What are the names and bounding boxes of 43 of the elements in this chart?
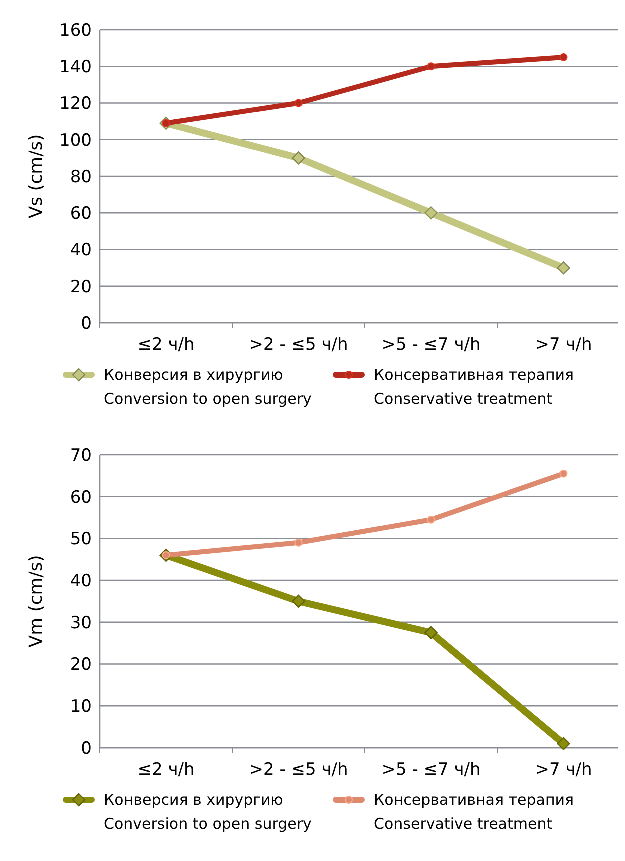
x-tick-label: ≤2 ч/h [138, 760, 195, 780]
point [424, 626, 438, 640]
y-axis-title: Vs (cm/s) [26, 134, 47, 219]
x-tick-label: ≤2 ч/h [138, 335, 195, 355]
y-tick-label: 0 [81, 314, 92, 334]
point [424, 206, 438, 220]
legend-label: Консервативная терапия Conservative treatment [374, 791, 574, 833]
y-tick-label: 80 [70, 167, 92, 188]
x-tick-label: >5 - ≤7 ч/h [382, 335, 481, 355]
y-axis-title: Vm (cm/s) [26, 555, 47, 648]
legend-label: Конверсия в хирургию Conversion to open surgery [104, 366, 312, 408]
point [294, 99, 303, 108]
y-tick-label: 50 [70, 530, 92, 550]
x-tick-label: >2 - ≤5 ч/h [249, 335, 348, 355]
y-tick-label: 0 [81, 738, 92, 759]
y-tick-label: 160 [60, 20, 92, 41]
legend-label: Консервативная терапия Conservative treatment [374, 366, 574, 408]
x-tick-label: >5 - ≤7 ч/h [382, 760, 481, 780]
point [427, 62, 436, 71]
point [292, 152, 306, 165]
point [294, 538, 303, 547]
y-tick-label: 40 [70, 240, 92, 261]
point [557, 737, 570, 750]
y-tick-label: 20 [70, 277, 92, 298]
y-tick-label: 20 [70, 655, 92, 676]
point [560, 470, 568, 478]
y-tick-label: 60 [70, 488, 92, 508]
legend-label: Конверсия в хирургию Conversion to open surgery [104, 791, 312, 833]
y-tick-label: 70 [70, 446, 92, 466]
point [292, 594, 306, 608]
point [557, 261, 570, 275]
point [560, 53, 568, 62]
x-tick-label: >7 ч/h [535, 760, 592, 780]
y-tick-label: 40 [70, 572, 92, 592]
x-tick-label: >7 ч/h [535, 335, 592, 355]
y-tick-label: 10 [70, 697, 92, 718]
y-tick-label: 30 [70, 613, 92, 634]
point [427, 516, 436, 524]
y-tick-label: 100 [60, 130, 92, 151]
y-tick-label: 140 [60, 58, 92, 78]
x-tick-label: >2 - ≤5 ч/h [249, 760, 348, 780]
y-tick-label: 120 [60, 94, 92, 114]
y-tick-label: 60 [70, 204, 92, 224]
